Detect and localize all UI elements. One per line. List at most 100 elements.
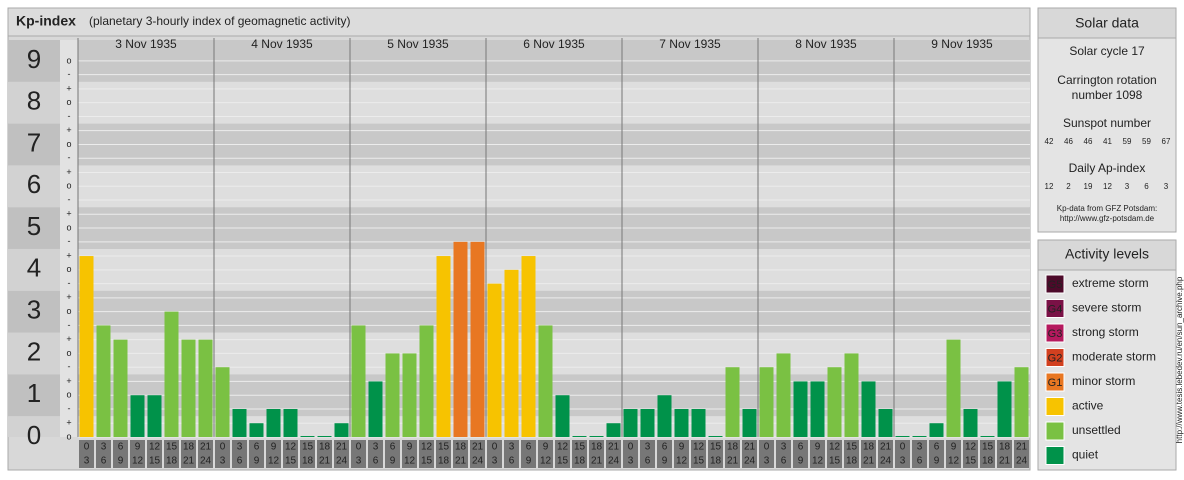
hour-label: 12 xyxy=(557,442,569,453)
hour-label: 15 xyxy=(438,442,450,453)
hour-label: 0 xyxy=(628,442,634,453)
hour-label: 6 xyxy=(254,442,260,453)
hour-box xyxy=(487,440,502,468)
hour-label: 21 xyxy=(1016,442,1028,453)
hour-label: 12 xyxy=(948,456,960,467)
legend-swatch xyxy=(1045,397,1065,416)
hour-label: 9 xyxy=(407,442,413,453)
hour-label: 0 xyxy=(220,442,226,453)
hour-box xyxy=(810,440,825,468)
hour-box xyxy=(895,440,910,468)
y-tick-label: 0 xyxy=(27,420,41,450)
hour-box xyxy=(113,440,128,468)
bar xyxy=(776,353,791,437)
hour-label: 3 xyxy=(917,442,923,453)
hour-box xyxy=(198,440,213,468)
solar-header xyxy=(1037,7,1177,39)
hour-label: 12 xyxy=(829,442,841,453)
hour-box xyxy=(436,440,451,468)
legend-label: strong storm xyxy=(1072,325,1139,339)
title-bar xyxy=(7,7,1031,37)
ap-title: Daily Ap-index xyxy=(1069,161,1146,175)
chart-subtitle: (planetary 3-hourly index of geomagnetic… xyxy=(89,14,350,28)
bar xyxy=(470,241,485,437)
y-tick-label: 2 xyxy=(27,336,41,366)
hour-label: 18 xyxy=(319,442,331,453)
hour-label: 3 xyxy=(900,456,906,467)
bar xyxy=(844,353,859,437)
bar xyxy=(793,381,808,437)
hour-label: 21 xyxy=(472,442,484,453)
bar xyxy=(895,436,910,437)
hour-box xyxy=(164,440,179,468)
hour-label: 21 xyxy=(880,442,892,453)
hour-label: 0 xyxy=(900,442,906,453)
hour-box xyxy=(912,440,927,468)
bar xyxy=(1014,367,1029,437)
hour-label: 15 xyxy=(574,442,586,453)
hour-label: 9 xyxy=(543,442,549,453)
bar xyxy=(232,409,247,437)
y-minor-label: + xyxy=(66,83,71,93)
y-minor-label: + xyxy=(66,250,71,260)
y-minor-label: - xyxy=(68,153,71,163)
bar xyxy=(130,395,145,437)
y-minor-label: o xyxy=(66,222,71,232)
hour-label: 12 xyxy=(285,442,297,453)
hour-label: 18 xyxy=(863,442,875,453)
hour-label: 0 xyxy=(492,442,498,453)
hour-box xyxy=(657,440,672,468)
hour-label: 15 xyxy=(285,456,297,467)
date-label: 5 Nov 1935 xyxy=(387,37,449,51)
hour-box xyxy=(385,440,400,468)
hour-label: 9 xyxy=(934,456,940,467)
hour-label: 21 xyxy=(591,456,603,467)
hour-label: 15 xyxy=(710,442,722,453)
hour-box xyxy=(997,440,1012,468)
hour-label: 12 xyxy=(812,456,824,467)
hour-label: 21 xyxy=(200,442,212,453)
hour-label: 6 xyxy=(645,456,651,467)
ap-value: 19 xyxy=(1084,182,1093,191)
hour-label: 6 xyxy=(390,442,396,453)
bar xyxy=(555,395,570,437)
hour-label: 24 xyxy=(880,456,892,467)
minor-label-col xyxy=(60,40,78,437)
hour-label: 12 xyxy=(149,442,161,453)
y-minor-label: - xyxy=(68,236,71,246)
hour-box xyxy=(555,440,570,468)
bar xyxy=(538,325,553,437)
y-label-band xyxy=(8,248,60,291)
date-label: 9 Nov 1935 xyxy=(931,37,993,51)
hour-label: 6 xyxy=(118,442,124,453)
legend-swatch xyxy=(1045,274,1065,294)
y-minor-label: - xyxy=(68,403,71,413)
y-minor-label: - xyxy=(68,69,71,79)
hour-label: 18 xyxy=(999,442,1011,453)
bar xyxy=(929,423,944,437)
hour-box xyxy=(572,440,587,468)
y-minor-label: + xyxy=(66,292,71,302)
hour-box xyxy=(674,440,689,468)
hour-box xyxy=(640,440,655,468)
bar xyxy=(487,283,502,437)
bar xyxy=(300,436,315,437)
hour-label: 3 xyxy=(764,456,770,467)
hour-label: 9 xyxy=(951,442,957,453)
legend-code: G4 xyxy=(1048,303,1063,315)
hour-label: 3 xyxy=(101,442,107,453)
hour-box xyxy=(504,440,519,468)
hour-label: 9 xyxy=(662,456,668,467)
legend-label: active xyxy=(1072,399,1104,413)
hour-box xyxy=(521,440,536,468)
hour-label: 3 xyxy=(356,456,362,467)
solar-cycle: Solar cycle 17 xyxy=(1069,44,1145,58)
hour-box xyxy=(725,440,740,468)
legend-swatch xyxy=(1045,421,1065,441)
hour-label: 15 xyxy=(693,456,705,467)
y-label-band xyxy=(8,123,60,166)
bar xyxy=(623,409,638,437)
hour-box xyxy=(708,440,723,468)
hour-label: 0 xyxy=(84,442,90,453)
hour-label: 18 xyxy=(727,442,739,453)
